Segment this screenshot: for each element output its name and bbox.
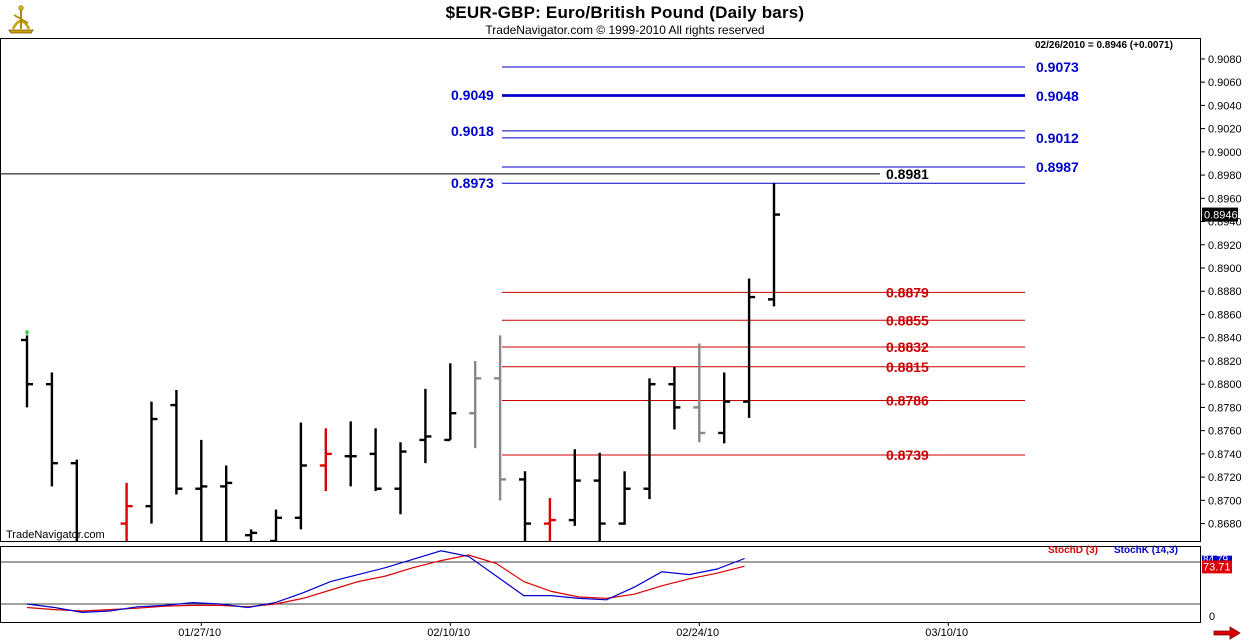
ohlc-bar <box>120 482 133 541</box>
ohlc-bar <box>294 422 307 530</box>
y-tick-label: 0.8740 <box>1208 449 1242 461</box>
stoch-zero-label: 0 <box>1209 611 1215 623</box>
y-tick-label: 0.8920 <box>1208 240 1242 252</box>
y-tick-label: 0.9060 <box>1208 77 1242 89</box>
last-price-label: 0.8946 <box>1204 210 1238 222</box>
y-tick-label: 0.8820 <box>1208 356 1242 368</box>
ohlc-bar <box>369 428 382 492</box>
last-price-box <box>1202 207 1238 222</box>
price-plot <box>1 66 1025 541</box>
ohlc-bar <box>568 449 581 526</box>
level-label: 0.8739 <box>886 447 929 463</box>
ohlc-bar <box>394 442 407 515</box>
y-tick-label: 0.9000 <box>1208 147 1242 159</box>
stoch-d-value-label: 73.71 <box>1203 561 1231 573</box>
ohlc-bar <box>70 459 79 541</box>
y-axis: 0.9080 0.9060 0.9040 0.9020 0.9000 0.8980 0.89… <box>1200 54 1242 531</box>
y-tick-label: 0.8680 <box>1208 519 1242 531</box>
ohlc-bar <box>319 428 332 492</box>
sextant-logo-icon <box>8 5 34 34</box>
ohlc-bar <box>519 471 531 541</box>
ohlc-bar <box>618 471 631 525</box>
stoch-k-value-box <box>1202 555 1232 563</box>
stochastic-panel <box>0 546 1201 623</box>
y-tick-label: 0.8720 <box>1208 472 1242 484</box>
stoch-k-line <box>26 550 745 614</box>
horizontal-line-label: 0.8981 <box>886 166 929 182</box>
ohlc-bar <box>245 529 258 541</box>
level-label: 0.8832 <box>886 339 929 355</box>
y-tick-label: 0.8700 <box>1208 495 1242 507</box>
y-tick-label: 0.8880 <box>1208 286 1242 298</box>
stoch-d-value-box <box>1202 560 1232 574</box>
y-tick-label: 0.8840 <box>1208 333 1242 345</box>
ohlc-bar <box>444 363 457 442</box>
y-tick-label: 0.8800 <box>1208 379 1242 391</box>
chart-header: $EUR-GBP: Euro/British Pound (Daily bars… <box>0 0 1250 38</box>
stoch-d-line <box>26 554 745 612</box>
ohlc-bar <box>45 372 58 487</box>
x-tick-label: 02/24/10 <box>676 627 719 639</box>
ohlc-bar <box>170 389 183 495</box>
ohlc-bar <box>668 366 681 430</box>
y-tick-label: 0.8860 <box>1208 309 1242 321</box>
level-label: 0.9048 <box>1036 88 1079 104</box>
ohlc-bar <box>270 509 282 541</box>
ohlc-bar <box>220 465 233 541</box>
y-tick-label: 0.9020 <box>1208 124 1242 136</box>
y-tick-label: 0.8900 <box>1208 263 1242 275</box>
ohlc-bar <box>469 360 482 449</box>
level-label: 0.9049 <box>451 87 494 103</box>
ohlc-bar <box>643 378 656 500</box>
chart-subtitle: TradeNavigator.com © 1999-2010 All right… <box>485 23 765 37</box>
level-label: 0.8973 <box>451 175 494 191</box>
ohlc-bar <box>145 401 158 524</box>
level-label: 0.8815 <box>886 359 929 375</box>
ohlc-bar <box>768 183 780 307</box>
level-label: 0.8855 <box>886 312 929 328</box>
ohlc-bar <box>344 421 357 487</box>
y-tick-label: 0.8960 <box>1208 193 1242 205</box>
level-label: 0.9073 <box>1036 59 1079 75</box>
y-tick-label: 0.8760 <box>1208 426 1242 438</box>
y-tick-label: 0.8780 <box>1208 402 1242 414</box>
ohlc-bar <box>718 372 731 444</box>
ohlc-bar <box>195 439 208 541</box>
stoch-k-value-label: 84.79 <box>1203 555 1228 566</box>
watermark: TradeNavigator.com <box>6 529 105 541</box>
stoch-k-legend: StochK (14,3) <box>1114 545 1178 556</box>
level-label: 0.8879 <box>886 284 929 300</box>
ohlc-bar <box>21 335 33 408</box>
level-label: 0.8987 <box>1036 159 1079 175</box>
level-label: 0.9012 <box>1036 130 1079 146</box>
x-tick-label: 02/10/10 <box>427 627 470 639</box>
ohlc-bar <box>743 278 756 418</box>
green-marker <box>25 330 29 335</box>
ohlc-bar <box>543 498 556 541</box>
chart-title: $EUR-GBP: Euro/British Pound (Daily bars… <box>445 3 805 22</box>
level-label: 0.8786 <box>886 392 929 408</box>
ohlc-bar <box>419 388 432 464</box>
ohlc-bar <box>693 343 706 443</box>
scroll-right-arrow-icon[interactable] <box>1212 626 1242 640</box>
y-tick-label: 0.8980 <box>1208 170 1242 182</box>
x-tick-label: 01/27/10 <box>178 627 221 639</box>
level-label: 0.9018 <box>451 123 494 139</box>
ohlc-bar <box>494 335 507 501</box>
price-readout: 02/26/2010 = 0.8946 (+0.0071) <box>1035 40 1173 51</box>
stoch-d-legend: StochD (3) <box>1048 545 1098 556</box>
y-tick-label: 0.9040 <box>1208 100 1242 112</box>
ohlc-bar <box>593 452 606 541</box>
x-tick-label: 03/10/10 <box>925 627 968 639</box>
y-tick-label: 0.9080 <box>1208 54 1242 66</box>
